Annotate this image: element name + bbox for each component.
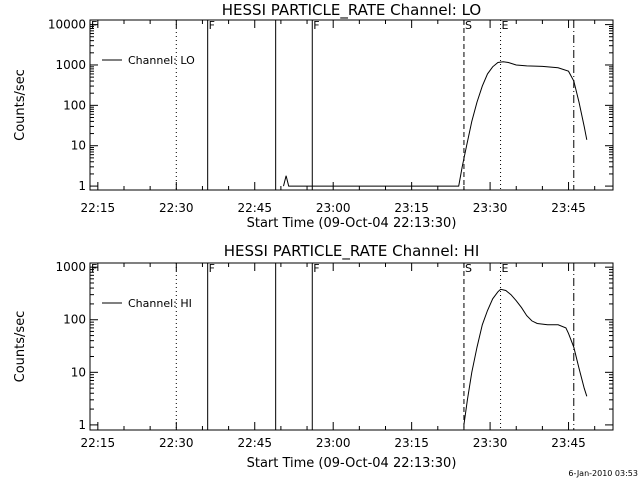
x-tick-label: 22:30 (159, 201, 194, 215)
y-tick-label: 100 (63, 313, 86, 327)
x-tick-label: 23:15 (394, 201, 429, 215)
x-tick-label: 23:00 (316, 436, 351, 450)
event-marker-label: E (502, 19, 509, 32)
event-marker-label: E (502, 262, 509, 275)
event-marker-label: S (465, 262, 472, 275)
x-tick-label: 22:15 (81, 436, 116, 450)
event-marker-label: F (209, 19, 215, 32)
y-tick-label: 100 (63, 98, 86, 112)
y-tick-label: 1000 (55, 58, 86, 72)
event-marker-label: F (313, 262, 319, 275)
generation-timestamp: 6-Jan-2010 03:53 (568, 469, 638, 478)
x-tick-label: 22:15 (81, 201, 116, 215)
y-tick-label: 1 (78, 418, 86, 432)
series-line (463, 288, 588, 425)
x-tick-label: 23:45 (551, 436, 586, 450)
y-axis-title: Counts/sec (13, 69, 28, 141)
event-marker-label: F (313, 19, 319, 32)
legend-label: Channel: LO (128, 54, 195, 67)
y-axis-title: Counts/sec (13, 311, 28, 383)
legend-label: Channel: HI (128, 297, 192, 310)
y-tick-label: 10 (71, 365, 86, 379)
x-tick-label: 23:45 (551, 201, 586, 215)
x-tick-label: 23:30 (473, 201, 508, 215)
plot-frame (89, 262, 614, 431)
lo-channel-panel: HESSI PARTICLE_RATE Channel: LO 22:15 22:3… (13, 1, 614, 231)
x-tick-label: 23:00 (316, 201, 351, 215)
event-marker-label: F (91, 19, 97, 32)
y-tick-label: 10000 (48, 18, 86, 32)
x-tick-label: 22:30 (159, 436, 194, 450)
x-axis-title: Start Time (09-Oct-04 22:13:30) (247, 216, 457, 231)
y-tick-label: 1000 (55, 260, 86, 274)
chart-title: HESSI PARTICLE_RATE Channel: HI (224, 242, 480, 261)
event-marker-label: F (209, 262, 215, 275)
x-tick-label: 23:15 (394, 436, 429, 450)
x-tick-label: 22:45 (237, 436, 272, 450)
hi-channel-panel: HESSI PARTICLE_RATE Channel: HI 22:15 22:3… (13, 242, 614, 471)
x-tick-label: 22:45 (237, 201, 272, 215)
event-marker-label: F (91, 262, 97, 275)
x-tick-label: 23:30 (473, 436, 508, 450)
plot-frame (89, 19, 614, 191)
chart-title: HESSI PARTICLE_RATE Channel: LO (222, 1, 481, 20)
y-tick-label: 1 (78, 179, 86, 193)
series-line (283, 61, 588, 187)
x-axis-title: Start Time (09-Oct-04 22:13:30) (247, 456, 457, 471)
y-tick-label: 10 (71, 139, 86, 153)
event-marker-label: S (465, 19, 472, 32)
